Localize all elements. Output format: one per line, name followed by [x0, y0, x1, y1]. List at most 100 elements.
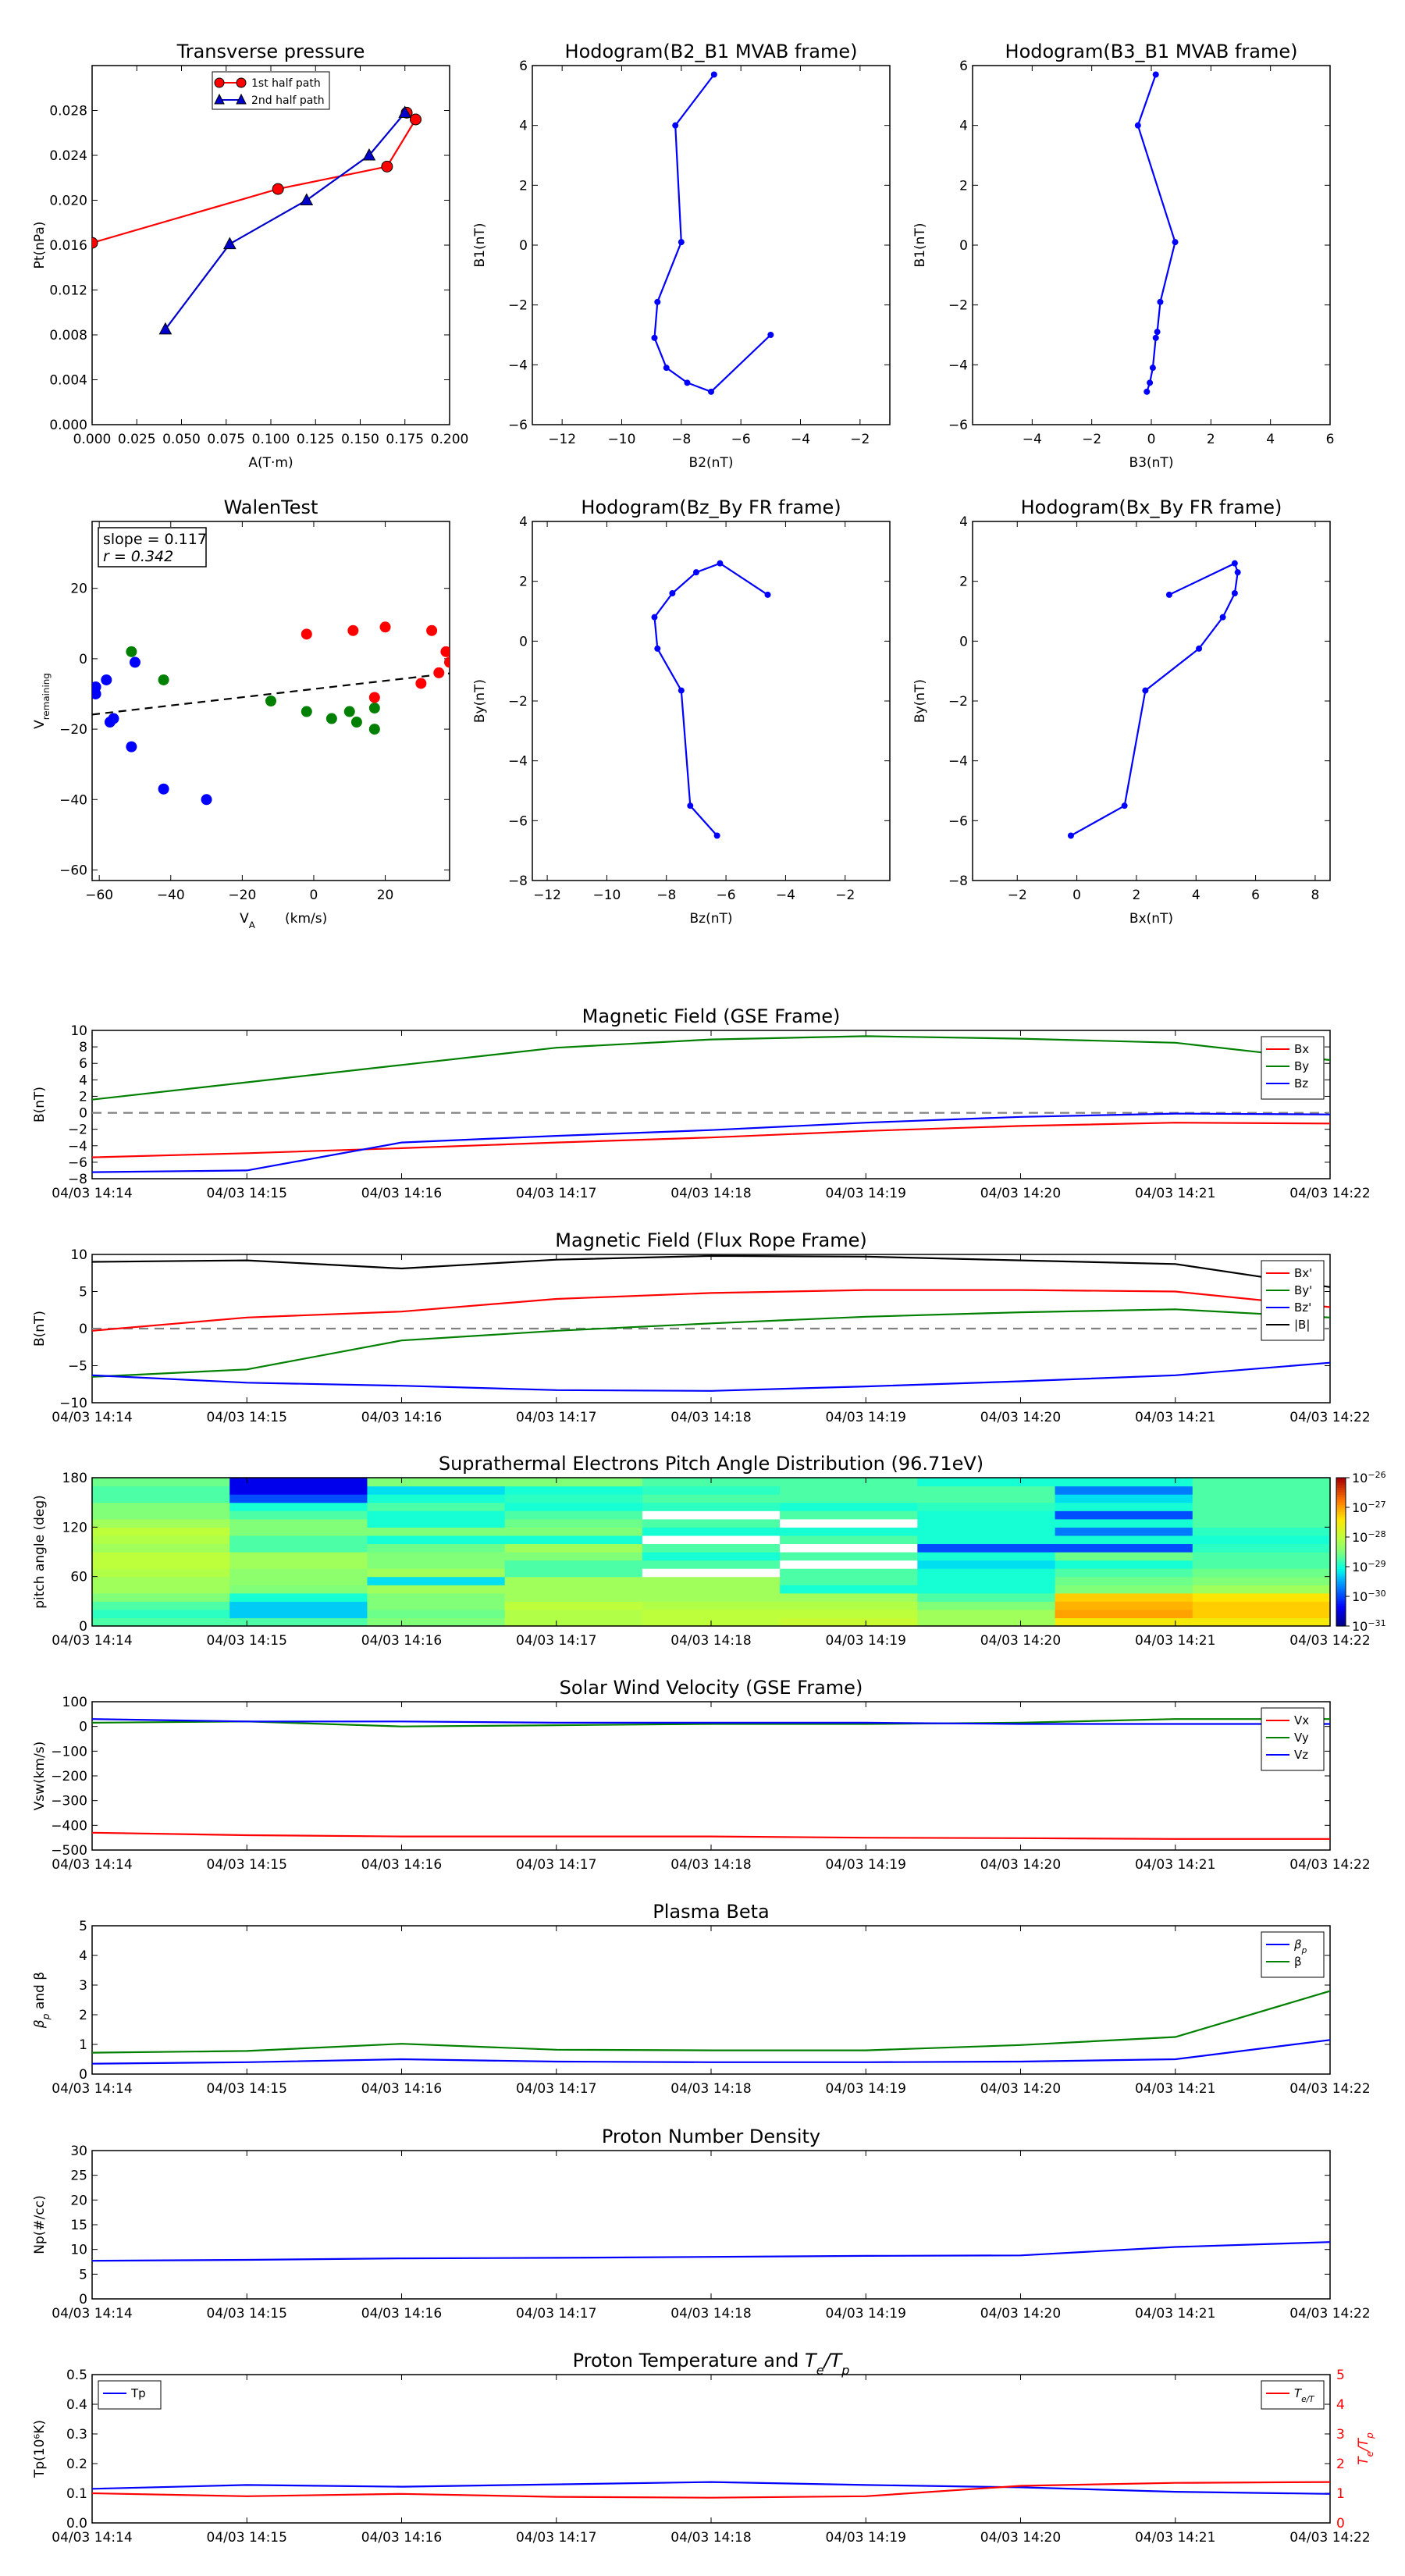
heatmap-cell [1055, 1568, 1193, 1578]
x-tick-label: −10 [608, 432, 636, 447]
series-line [165, 112, 406, 330]
scatter-point [415, 678, 427, 689]
time-tick-label: 04/03 14:15 [207, 1410, 287, 1425]
legend-label: By [1294, 1059, 1309, 1073]
x-tick-label: −2 [1082, 432, 1101, 447]
chart-h3: Hodogram(Bz_By FR frame) −12 −10 −8 −6 −4 −2 −8… [472, 496, 891, 927]
legend-label: βp [1293, 1937, 1307, 1955]
y2-tick-label: 3 [1336, 2427, 1345, 2443]
time-tick-label: 04/03 14:20 [980, 1410, 1061, 1425]
scatter-point [201, 794, 212, 806]
h4-frame [972, 521, 1331, 881]
colorbar-segment [1336, 1512, 1346, 1516]
data-point [381, 160, 393, 173]
heatmap-cell [780, 1510, 918, 1520]
fit-line [92, 672, 450, 716]
colorbar-segment [1336, 1576, 1346, 1580]
legend: βpβ [1261, 1931, 1325, 1978]
heatmap-cell [229, 1576, 368, 1585]
time-tick-label: 04/03 14:16 [361, 1410, 442, 1425]
scatter-point [129, 656, 140, 668]
y-tick-label: 10 [70, 2243, 87, 2258]
time-tick-label: 04/03 14:18 [670, 1410, 751, 1425]
data-point [1134, 122, 1141, 129]
time-tick-label: 04/03 14:19 [826, 1633, 906, 1649]
data-point [1152, 71, 1159, 78]
time-tick-label: 04/03 14:20 [980, 2530, 1061, 2546]
beta-frame [91, 1925, 1331, 2075]
heatmap-cell [642, 1568, 781, 1578]
y-tick-label: 0 [959, 238, 968, 254]
heatmap-cell [229, 1518, 368, 1528]
heatmap-cell [92, 1510, 230, 1520]
chart-walen-test: WalenTest −60 −40 −20 0 20 −60 −40 −20 0 20 Vremain… [32, 496, 450, 930]
mfgse-frame [91, 1030, 1331, 1179]
heatmap-cell [1192, 1585, 1331, 1594]
series-line-Tp [92, 2481, 1330, 2495]
data-point [651, 334, 658, 341]
time-tick-label: 04/03 14:21 [1135, 1857, 1215, 1873]
scatter-point [426, 624, 438, 636]
y-tick-label: −400 [51, 1818, 87, 1834]
y-tick-label: −2 [948, 694, 968, 710]
x-tick-label: −2 [835, 888, 855, 903]
chart-h1: Hodogram(B2_B1 MVAB frame) −12 −10 −8 −6 −4 −2… [472, 41, 891, 471]
y-axis-label: Vsw(km/s) [32, 1742, 48, 1811]
y-tick-label: −2 [68, 1123, 87, 1138]
heatmap-cell [642, 1535, 781, 1545]
heatmap-cell [780, 1576, 918, 1585]
annotation-slope: slope = 0.117 [103, 531, 207, 548]
time-tick-label: 04/03 14:16 [361, 2081, 442, 2097]
colorbar-segment [1336, 1571, 1346, 1575]
x-tick-label: −10 [592, 888, 621, 903]
colorbar: 10−26 10−27 10−28 10−29 10−30 10−31 [1336, 1470, 1386, 1635]
time-tick-label: 04/03 14:22 [1289, 2530, 1370, 2546]
time-tick-label: 04/03 14:19 [826, 1857, 906, 1873]
colorbar-segment [1336, 1616, 1346, 1620]
data-point [1154, 329, 1161, 336]
y-tick-label: −300 [51, 1794, 87, 1809]
y-tick-label: −6 [68, 1155, 87, 1171]
heatmap-cell [367, 1576, 506, 1585]
heatmap-cell [1055, 1543, 1193, 1553]
series-line [92, 112, 417, 244]
heatmap-cell [1192, 1518, 1331, 1528]
legend-label: Bz [1294, 1076, 1308, 1091]
time-tick-label: 04/03 14:17 [516, 1633, 596, 1649]
heatmap-cell [642, 1601, 781, 1610]
y-tick-label: −20 [59, 722, 87, 738]
heatmap-cell [367, 1552, 506, 1561]
data-point [651, 614, 658, 621]
chart-transverse-pressure: Transverse pressure 0.000 0.025 0.050 0.075 0… [32, 41, 468, 471]
y-tick-label: −10 [59, 1396, 87, 1411]
data-point [717, 560, 724, 567]
heatmap-cell [917, 1485, 1056, 1495]
x-axis-label: A(T·m) [248, 455, 293, 471]
time-tick-label: 04/03 14:20 [980, 1857, 1061, 1873]
y-tick-label: 0.000 [49, 418, 87, 433]
heatmap-cell [917, 1535, 1056, 1545]
heatmap-cell [780, 1502, 918, 1511]
heatmap-cell [917, 1494, 1056, 1503]
time-tick-label: 04/03 14:14 [52, 1186, 132, 1201]
time-tick-label: 04/03 14:20 [980, 2081, 1061, 2097]
heatmap-cell [229, 1552, 368, 1561]
colorbar-label: 10−31 [1352, 1618, 1386, 1635]
data-point [692, 569, 699, 576]
y-tick-label: 0 [519, 238, 528, 254]
y-tick-label: −2 [948, 298, 968, 314]
y-axis-label: Vremaining [32, 673, 52, 729]
data-point [1149, 365, 1156, 372]
heatmap-cell [1055, 1617, 1193, 1627]
scatter-point [158, 783, 169, 795]
legend-label: Vy [1294, 1731, 1309, 1745]
y-tick-label: 0 [79, 652, 87, 667]
colorbar-label: 10−30 [1352, 1589, 1386, 1605]
heatmap-cell [1055, 1609, 1193, 1619]
y2-tick-label: 2 [1336, 2457, 1345, 2472]
heatmap-cell [92, 1552, 230, 1561]
scatter-point [440, 646, 450, 657]
colorbar-segment [1336, 1527, 1346, 1531]
colorbar-segment [1336, 1561, 1346, 1565]
mffr-plot-area [92, 1254, 1330, 1392]
